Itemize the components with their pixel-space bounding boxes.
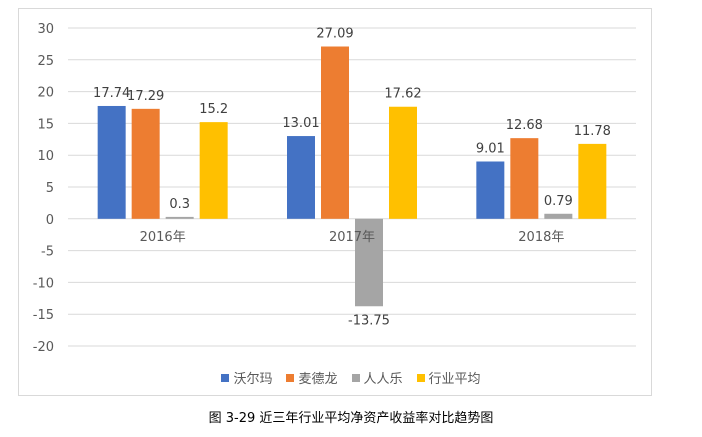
y-tick-label: -5 (41, 245, 54, 260)
y-tick-label: -10 (33, 276, 54, 291)
data-label: 13.01 (282, 116, 319, 131)
data-label: 9.01 (476, 141, 505, 156)
x-tick-label: 2018年 (518, 230, 564, 245)
bar (199, 122, 228, 219)
y-tick-label: -15 (33, 308, 54, 323)
y-tick-label: 25 (37, 54, 54, 69)
data-label: 17.62 (384, 87, 421, 102)
bar (389, 106, 417, 219)
legend-swatch (351, 373, 360, 382)
legend-label: 沃尔玛 (233, 372, 273, 387)
legend-label: 人人乐 (363, 372, 403, 387)
bar (476, 161, 505, 219)
legend-item: 人人乐 (351, 368, 403, 387)
bar (578, 143, 607, 219)
bar (287, 136, 315, 219)
legend-swatch (416, 373, 425, 382)
x-tick-label: 2016年 (140, 230, 186, 245)
y-tick-label: 30 (37, 22, 54, 37)
legend-label: 麦德龙 (298, 372, 338, 387)
data-label: 27.09 (316, 27, 353, 42)
y-tick-label: 20 (37, 86, 54, 101)
figure-caption: 图 3-29 近三年行业平均净资产收益率对比趋势图 (208, 411, 494, 426)
legend-label: 行业平均 (428, 372, 481, 387)
data-label: 17.74 (93, 86, 130, 101)
data-label: 17.29 (127, 89, 164, 104)
y-tick-label: 15 (37, 117, 54, 132)
bar (131, 108, 160, 219)
data-label: 0.79 (544, 194, 573, 209)
legend-item: 沃尔玛 (221, 368, 272, 387)
bar (321, 46, 349, 219)
data-label: 12.68 (506, 118, 543, 133)
data-label: 0.3 (169, 197, 190, 212)
bar (510, 138, 539, 219)
x-tick-label: 2017年 (329, 230, 375, 245)
chart-legend: 沃尔玛 麦德龙 人人乐 行业平均 (0, 368, 702, 387)
legend-swatch (221, 373, 230, 382)
y-tick-label: 10 (37, 149, 54, 164)
bar (97, 105, 126, 219)
legend-swatch (286, 373, 295, 382)
data-label: 15.2 (199, 102, 228, 117)
data-label: 11.78 (574, 124, 611, 139)
data-label: -13.75 (348, 313, 390, 328)
y-tick-label: 5 (46, 181, 54, 196)
legend-item: 麦德龙 (286, 368, 338, 387)
legend-item: 行业平均 (416, 368, 481, 387)
y-tick-label: -20 (33, 340, 54, 355)
y-tick-label: 0 (46, 213, 54, 228)
bar (165, 216, 194, 219)
bar (355, 218, 383, 307)
bar (544, 213, 573, 219)
